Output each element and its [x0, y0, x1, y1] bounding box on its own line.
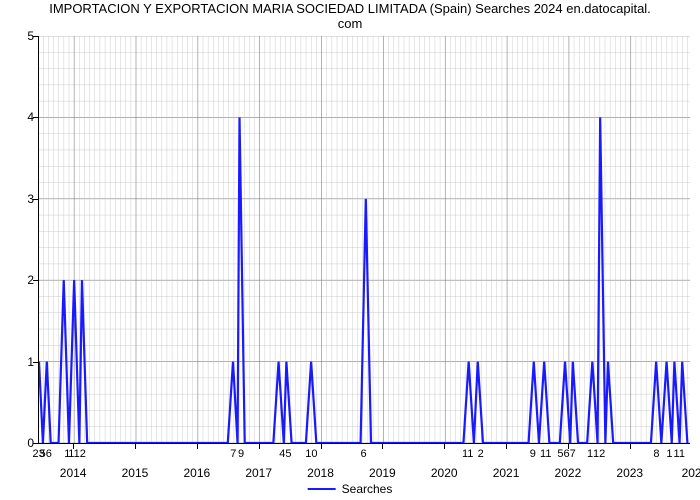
x-year-label: 2018	[307, 466, 334, 480]
x-point-label: 2	[478, 448, 484, 460]
x-year-label: 2019	[369, 466, 396, 480]
x-year-label: 2021	[493, 466, 520, 480]
y-tick-label: 5	[6, 29, 34, 43]
x-year-label: 2023	[616, 466, 643, 480]
legend-swatch	[308, 488, 336, 491]
plot-svg	[39, 36, 690, 443]
x-point-label: 7	[230, 448, 236, 460]
x-year-label: 2014	[60, 466, 87, 480]
x-year-label: 2016	[183, 466, 210, 480]
x-year-label: 2020	[431, 466, 458, 480]
x-point-label: 11	[674, 448, 685, 460]
x-point-label: 112	[68, 448, 86, 460]
chart-title-line2: com	[338, 16, 363, 31]
y-tick-label: 1	[6, 355, 34, 369]
x-point-label: 9	[238, 448, 244, 460]
legend-label: Searches	[342, 482, 393, 496]
x-year-label: 202	[682, 466, 700, 480]
y-tick-label: 2	[6, 273, 34, 287]
x-point-label: 10	[305, 448, 317, 460]
y-tick-label: 0	[6, 436, 34, 450]
x-year-label: 2022	[555, 466, 582, 480]
chart-title: IMPORTACION Y EXPORTACION MARIA SOCIEDAD…	[0, 2, 700, 32]
x-point-label: 12	[593, 448, 605, 460]
y-tick-label: 4	[6, 110, 34, 124]
x-point-label: 1	[666, 448, 672, 460]
x-point-label: 9	[530, 448, 536, 460]
y-tick-label: 3	[6, 192, 34, 206]
searches-chart: IMPORTACION Y EXPORTACION MARIA SOCIEDAD…	[0, 0, 700, 500]
x-point-label: 45	[279, 448, 291, 460]
x-point-label: 6	[360, 448, 366, 460]
x-point-label: 11	[540, 448, 551, 460]
chart-title-line1: IMPORTACION Y EXPORTACION MARIA SOCIEDAD…	[49, 1, 651, 16]
x-point-label: 56	[40, 448, 52, 460]
x-point-label: 11	[462, 448, 473, 460]
x-point-label: 567	[557, 448, 575, 460]
x-year-label: 2017	[245, 466, 272, 480]
plot-area	[38, 36, 690, 444]
x-point-label: 8	[653, 448, 659, 460]
legend: Searches	[308, 482, 393, 496]
x-year-label: 2015	[122, 466, 149, 480]
